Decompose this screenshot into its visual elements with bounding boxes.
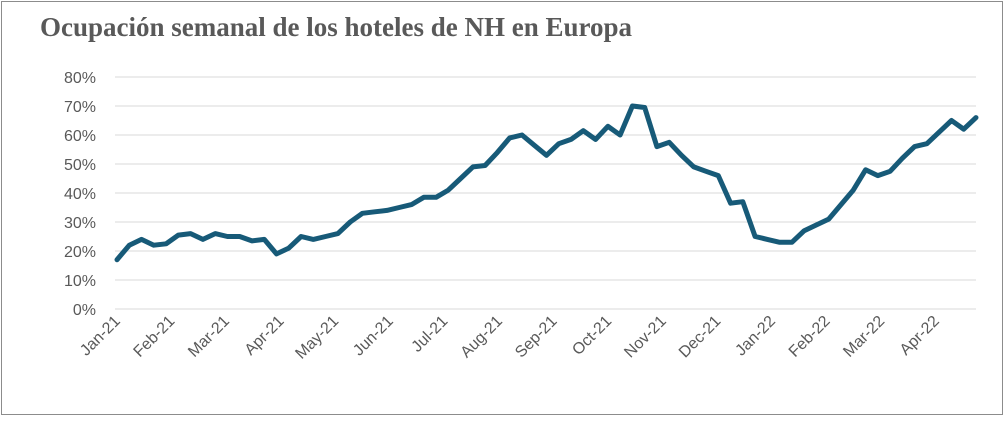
data-point bbox=[581, 128, 586, 133]
data-point bbox=[360, 211, 365, 216]
data-point bbox=[863, 167, 868, 172]
y-tick-label: 40% bbox=[64, 186, 96, 203]
data-point bbox=[532, 143, 537, 148]
data-point bbox=[642, 105, 647, 110]
data-point bbox=[507, 135, 512, 140]
data-point bbox=[802, 228, 807, 233]
x-tick-label: Jul-21 bbox=[409, 313, 452, 356]
data-point bbox=[679, 153, 684, 158]
x-tick-label: Jan-21 bbox=[77, 313, 124, 360]
data-point bbox=[569, 137, 574, 142]
x-tick-label: Sep-21 bbox=[512, 313, 561, 362]
data-point bbox=[593, 137, 598, 142]
data-point bbox=[323, 234, 328, 239]
data-point bbox=[875, 173, 880, 178]
data-point bbox=[446, 188, 451, 193]
data-point bbox=[654, 144, 659, 149]
data-point bbox=[753, 234, 758, 239]
y-tick-label: 10% bbox=[64, 273, 96, 290]
data-point bbox=[237, 234, 242, 239]
data-point bbox=[667, 140, 672, 145]
x-tick-label: Apr-22 bbox=[897, 313, 943, 359]
data-point bbox=[618, 133, 623, 138]
data-point bbox=[974, 115, 979, 120]
data-point bbox=[225, 234, 230, 239]
data-point bbox=[839, 202, 844, 207]
data-point bbox=[961, 127, 966, 132]
data-point bbox=[544, 153, 549, 158]
data-point bbox=[556, 141, 561, 146]
x-tick-label: May-21 bbox=[292, 313, 342, 363]
x-tick-label: Apr-21 bbox=[242, 313, 288, 359]
data-point bbox=[851, 188, 856, 193]
data-point bbox=[286, 246, 291, 251]
data-point bbox=[458, 176, 463, 181]
data-point bbox=[900, 156, 905, 161]
y-tick-label: 70% bbox=[64, 99, 96, 116]
data-point bbox=[924, 141, 929, 146]
data-point bbox=[397, 205, 402, 210]
data-point bbox=[937, 130, 942, 135]
data-point bbox=[299, 234, 304, 239]
y-tick-label: 30% bbox=[64, 215, 96, 232]
data-point bbox=[384, 208, 389, 213]
x-tick-label: Aug-21 bbox=[458, 313, 507, 362]
y-tick-label: 20% bbox=[64, 244, 96, 261]
x-tick-label: Oct-21 bbox=[569, 313, 615, 359]
series-line bbox=[114, 103, 979, 263]
data-point bbox=[728, 201, 733, 206]
data-point bbox=[127, 243, 132, 248]
chart-title: Ocupación semanal de los hoteles de NH e… bbox=[40, 12, 633, 42]
x-tick-label: Nov-21 bbox=[621, 313, 670, 362]
data-point bbox=[213, 231, 218, 236]
x-tick-label: Mar-22 bbox=[840, 313, 888, 361]
data-point bbox=[777, 240, 782, 245]
data-point bbox=[409, 202, 414, 207]
data-point bbox=[348, 220, 353, 225]
data-point bbox=[630, 104, 635, 109]
x-tick-label: Mar-21 bbox=[185, 313, 233, 361]
data-point bbox=[200, 237, 205, 242]
y-tick-label: 0% bbox=[73, 302, 96, 319]
data-point bbox=[151, 243, 156, 248]
x-tick-label: Feb-22 bbox=[786, 313, 834, 361]
data-point bbox=[789, 240, 794, 245]
x-tick-label: Jun-21 bbox=[350, 313, 397, 360]
data-point bbox=[765, 237, 770, 242]
x-tick-label: Feb-21 bbox=[131, 313, 179, 361]
data-point bbox=[188, 231, 193, 236]
data-point bbox=[139, 237, 144, 242]
data-point bbox=[949, 118, 954, 123]
data-point bbox=[274, 251, 279, 256]
x-tick-label: Dec-21 bbox=[676, 313, 725, 362]
data-point bbox=[888, 169, 893, 174]
data-point bbox=[691, 164, 696, 169]
data-point bbox=[483, 163, 488, 168]
data-point bbox=[716, 173, 721, 178]
data-point bbox=[372, 209, 377, 214]
data-point bbox=[519, 133, 524, 138]
data-point bbox=[495, 150, 500, 155]
data-point bbox=[434, 195, 439, 200]
data-point bbox=[164, 241, 169, 246]
data-point bbox=[249, 238, 254, 243]
y-tick-label: 50% bbox=[64, 157, 96, 174]
data-point bbox=[814, 222, 819, 227]
data-point bbox=[335, 231, 340, 236]
data-point bbox=[176, 233, 181, 238]
data-point bbox=[421, 195, 426, 200]
data-point bbox=[470, 164, 475, 169]
data-point bbox=[262, 237, 267, 242]
y-tick-label: 80% bbox=[64, 70, 96, 87]
data-point bbox=[740, 199, 745, 204]
data-point bbox=[826, 217, 831, 222]
data-point bbox=[115, 257, 120, 262]
x-tick-label: Jan-22 bbox=[732, 313, 779, 360]
data-point bbox=[311, 237, 316, 242]
data-point bbox=[912, 144, 917, 149]
y-tick-label: 60% bbox=[64, 128, 96, 145]
data-point bbox=[704, 169, 709, 174]
data-point bbox=[605, 124, 610, 129]
